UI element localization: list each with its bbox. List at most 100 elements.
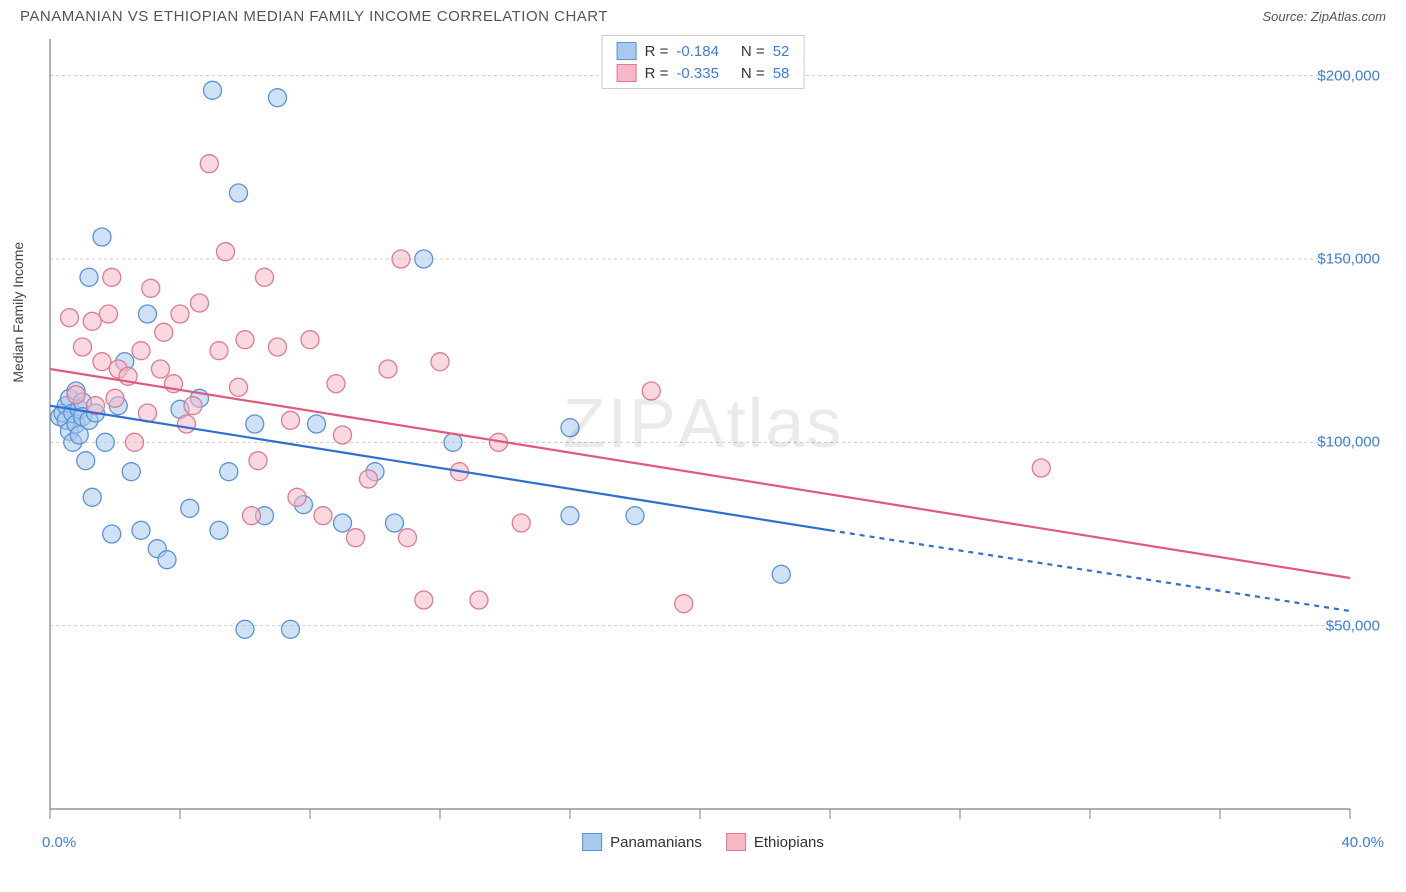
legend-label: Ethiopians <box>754 834 824 851</box>
data-point <box>512 514 530 532</box>
data-point <box>334 514 352 532</box>
data-point <box>106 389 124 407</box>
data-point <box>132 521 150 539</box>
source-attribution: Source: ZipAtlas.com <box>1262 9 1386 24</box>
legend-item: Panamanians <box>582 833 702 851</box>
data-point <box>61 309 79 327</box>
regression-line-extrapolated <box>830 530 1350 611</box>
data-point <box>360 470 378 488</box>
y-axis-label: Median Family Income <box>10 242 26 383</box>
data-point <box>139 305 157 323</box>
data-point <box>200 155 218 173</box>
stat-r-label: R = <box>645 43 669 60</box>
data-point <box>236 620 254 638</box>
data-point <box>220 463 238 481</box>
data-point <box>256 268 274 286</box>
chart-container: Median Family Income ZIPAtlas R = -0.184… <box>20 29 1386 849</box>
data-point <box>217 243 235 261</box>
data-point <box>191 294 209 312</box>
data-point <box>243 507 261 525</box>
legend: Panamanians Ethiopians <box>582 833 824 851</box>
regression-line <box>50 369 1350 578</box>
data-point <box>103 525 121 543</box>
data-point <box>210 342 228 360</box>
legend-swatch <box>582 833 602 851</box>
stat-n-label: N = <box>741 65 765 82</box>
stats-row: R = -0.335 N = 58 <box>617 62 790 84</box>
data-point <box>132 342 150 360</box>
data-point <box>470 591 488 609</box>
stat-r-value: -0.184 <box>676 43 719 60</box>
data-point <box>155 323 173 341</box>
data-point <box>347 529 365 547</box>
stat-n-value: 52 <box>773 43 790 60</box>
data-point <box>122 463 140 481</box>
data-point <box>184 397 202 415</box>
stats-box: R = -0.184 N = 52 R = -0.335 N = 58 <box>602 35 805 89</box>
data-point <box>210 521 228 539</box>
x-axis-max-label: 40.0% <box>1341 834 1384 851</box>
regression-line <box>50 406 830 531</box>
data-point <box>327 375 345 393</box>
legend-swatch <box>726 833 746 851</box>
stats-row: R = -0.184 N = 52 <box>617 40 790 62</box>
data-point <box>246 415 264 433</box>
data-point <box>288 488 306 506</box>
legend-swatch <box>617 42 637 60</box>
data-point <box>282 411 300 429</box>
x-axis-min-label: 0.0% <box>42 834 76 851</box>
legend-item: Ethiopians <box>726 833 824 851</box>
data-point <box>386 514 404 532</box>
data-point <box>269 338 287 356</box>
data-point <box>126 433 144 451</box>
data-point <box>415 250 433 268</box>
data-point <box>178 415 196 433</box>
data-point <box>392 250 410 268</box>
y-tick-label: $200,000 <box>1317 67 1380 84</box>
data-point <box>269 89 287 107</box>
data-point <box>171 305 189 323</box>
data-point <box>772 565 790 583</box>
data-point <box>74 338 92 356</box>
data-point <box>93 353 111 371</box>
legend-label: Panamanians <box>610 834 702 851</box>
data-point <box>379 360 397 378</box>
data-point <box>103 268 121 286</box>
data-point <box>334 426 352 444</box>
data-point <box>431 353 449 371</box>
data-point <box>204 81 222 99</box>
data-point <box>415 591 433 609</box>
data-point <box>399 529 417 547</box>
stat-r-value: -0.335 <box>676 65 719 82</box>
data-point <box>282 620 300 638</box>
data-point <box>83 312 101 330</box>
data-point <box>230 378 248 396</box>
y-tick-label: $50,000 <box>1326 617 1380 634</box>
data-point <box>100 305 118 323</box>
data-point <box>626 507 644 525</box>
data-point <box>77 452 95 470</box>
data-point <box>93 228 111 246</box>
y-tick-label: $100,000 <box>1317 434 1380 451</box>
data-point <box>249 452 267 470</box>
data-point <box>158 551 176 569</box>
data-point <box>314 507 332 525</box>
data-point <box>301 331 319 349</box>
data-point <box>236 331 254 349</box>
data-point <box>142 279 160 297</box>
data-point <box>561 507 579 525</box>
stat-n-label: N = <box>741 43 765 60</box>
data-point <box>83 488 101 506</box>
stat-n-value: 58 <box>773 65 790 82</box>
data-point <box>67 386 85 404</box>
data-point <box>642 382 660 400</box>
data-point <box>1032 459 1050 477</box>
data-point <box>675 595 693 613</box>
stat-r-label: R = <box>645 65 669 82</box>
y-tick-label: $150,000 <box>1317 251 1380 268</box>
legend-swatch <box>617 64 637 82</box>
chart-title: PANAMANIAN VS ETHIOPIAN MEDIAN FAMILY IN… <box>20 8 608 25</box>
data-point <box>230 184 248 202</box>
data-point <box>152 360 170 378</box>
data-point <box>561 419 579 437</box>
